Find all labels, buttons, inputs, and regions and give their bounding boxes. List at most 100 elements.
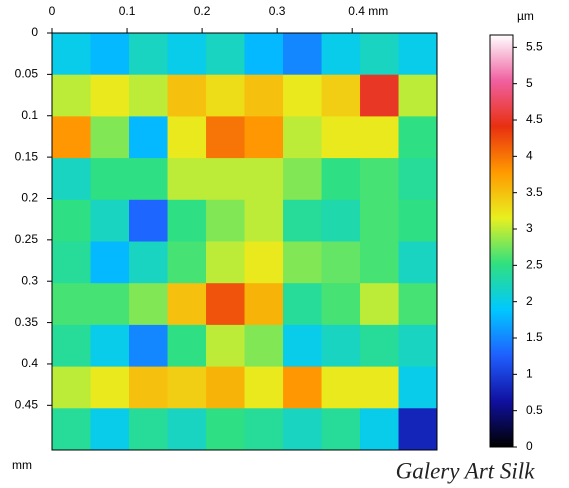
heatmap-cell	[244, 33, 284, 76]
heatmap-cell	[167, 116, 207, 159]
heatmap-cell	[283, 324, 323, 368]
heatmap-cell	[52, 116, 92, 159]
heatmap-cell	[321, 408, 361, 451]
heatmap-cell	[283, 158, 323, 201]
colorbar-tick-label: 1.5	[526, 330, 543, 344]
heatmap-cell	[321, 366, 361, 409]
heatmap-cell	[90, 408, 130, 451]
y-tick-label: 0.2	[21, 191, 38, 205]
heatmap-cell	[244, 283, 284, 326]
heatmap-cell	[244, 116, 284, 159]
heatmap-cell	[321, 158, 361, 201]
heatmap-cell	[206, 408, 246, 451]
watermark: Galery Art Silk	[396, 458, 536, 483]
heatmap-cell	[244, 366, 284, 409]
colorbar-tick-label: 5.5	[526, 40, 543, 54]
colorbar-tick-label: 2	[526, 294, 533, 308]
heatmap-cell	[360, 241, 400, 284]
heatmap-cell	[398, 74, 438, 117]
heatmap-cell	[167, 74, 207, 117]
heatmap-cell	[52, 283, 92, 326]
heatmap-cell	[129, 366, 169, 409]
heatmap-cell	[398, 116, 438, 159]
colorbar-tick-label: 3.5	[526, 185, 543, 199]
heatmap-cell	[360, 366, 400, 409]
heatmap-cell	[360, 283, 400, 326]
plot-frame	[51, 32, 438, 451]
colorbar-tick-label: 4	[526, 149, 533, 163]
y-tick-label: 0.1	[21, 108, 38, 122]
heatmap-cell	[321, 324, 361, 368]
heatmap-cell	[52, 199, 92, 242]
y-tick-label: 0.3	[21, 273, 38, 287]
heatmap-cell	[129, 283, 169, 326]
heatmap-cell	[321, 241, 361, 284]
heatmap-cell	[283, 283, 323, 326]
heatmap-cell	[90, 116, 130, 159]
colorbar-label: µm	[517, 9, 534, 23]
heatmap-cell	[398, 408, 438, 451]
heatmap-cell	[90, 74, 130, 117]
heatmap-cell	[244, 199, 284, 242]
heatmap-cell	[283, 241, 323, 284]
y-tick-label: 0.05	[15, 67, 39, 81]
x-tick-label: 0.3	[269, 4, 286, 18]
heatmap-cell	[244, 408, 284, 451]
heatmap-cell	[398, 366, 438, 409]
heatmap-cell	[129, 74, 169, 117]
y-tick-label: 0.15	[15, 149, 39, 163]
heatmap-cell	[206, 324, 246, 368]
heatmap-cell	[206, 158, 246, 201]
heatmap-cell	[206, 241, 246, 284]
heatmap-cell	[206, 199, 246, 242]
heatmap-cell	[321, 116, 361, 159]
heatmap-cell	[52, 33, 92, 76]
heatmap-cell	[167, 324, 207, 368]
heatmap-cell	[129, 158, 169, 201]
heatmap-cell	[398, 158, 438, 201]
heatmap-cell	[283, 408, 323, 451]
heatmap-cell	[360, 116, 400, 159]
heatmap-cell	[206, 33, 246, 76]
heatmap-cell	[52, 366, 92, 409]
colorbar-tick-label: 0	[526, 439, 533, 453]
heatmap-cell	[398, 324, 438, 368]
heatmap-cell	[206, 74, 246, 117]
y-tick-label: 0.45	[15, 397, 39, 411]
colorbar-tick-label: 5	[526, 76, 533, 90]
heatmap-cell	[321, 74, 361, 117]
colorbar-tick-label: 0.5	[526, 403, 543, 417]
heatmap-cell	[167, 408, 207, 451]
heatmap-cell	[321, 199, 361, 242]
heatmap-cell	[90, 366, 130, 409]
heatmap-cell	[167, 33, 207, 76]
heatmap-cell	[283, 366, 323, 409]
heatmap-cell	[52, 324, 92, 368]
heatmap-cell	[52, 158, 92, 201]
heatmap-cell	[283, 116, 323, 159]
heatmap-cell	[321, 283, 361, 326]
heatmap-cell	[244, 158, 284, 201]
heatmap-cell	[244, 324, 284, 368]
colorbar	[489, 34, 514, 448]
colorbar-tick-label: 4.5	[526, 112, 543, 126]
heatmap-cell	[360, 158, 400, 201]
heatmap-cell	[398, 33, 438, 76]
heatmap-cell	[360, 324, 400, 368]
heatmap-cell	[206, 366, 246, 409]
heatmap-cell	[206, 116, 246, 159]
heatmap-cell	[90, 158, 130, 201]
heatmap-cell	[321, 33, 361, 76]
heatmap-cell	[244, 241, 284, 284]
heatmap-cell	[398, 241, 438, 284]
heatmap-cell	[360, 408, 400, 451]
colorbar-tick-label: 1	[526, 367, 533, 381]
heatmap-cell	[129, 324, 169, 368]
colorbar-tick-label: 3	[526, 221, 533, 235]
heatmap-cell	[283, 33, 323, 76]
heatmap-cell	[283, 199, 323, 242]
heatmap-cell	[129, 33, 169, 76]
heatmap-cell	[90, 199, 130, 242]
heatmap-cell	[129, 408, 169, 451]
heatmap-cell	[244, 74, 284, 117]
